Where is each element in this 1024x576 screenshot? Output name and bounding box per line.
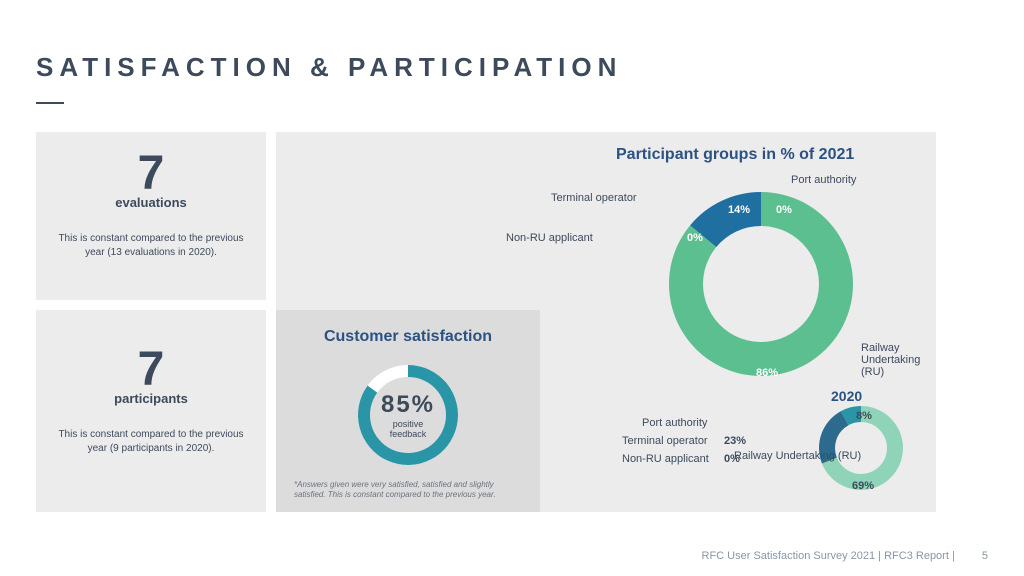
slice-label: Port authority xyxy=(642,417,707,429)
slice-pct: 69% xyxy=(852,480,874,492)
card-satisfaction: Customer satisfaction 85% positive feedb… xyxy=(276,310,540,512)
satisfaction-heading: Customer satisfaction xyxy=(276,310,540,346)
slice-label: Non-RU applicant xyxy=(622,453,709,465)
card-participants: 7 participants This is constant compared… xyxy=(36,310,266,512)
satisfaction-sub: positive feedback xyxy=(381,419,436,439)
participants-label: participants xyxy=(36,391,266,406)
slice-label: Terminal operator xyxy=(622,435,708,447)
card-evaluations: 7 evaluations This is constant compared … xyxy=(36,132,266,300)
satisfaction-footnote: *Answers given were very satisfied, sati… xyxy=(276,470,540,501)
evaluations-value: 7 xyxy=(36,146,266,201)
footer: RFC User Satisfaction Survey 2021 | RFC3… xyxy=(702,550,989,562)
participants-note: This is constant compared to the previou… xyxy=(36,428,266,455)
slice-label: Railway Undertaking (RU) xyxy=(734,450,861,462)
satisfaction-percent: 85% xyxy=(381,391,436,419)
evaluations-note: This is constant compared to the previou… xyxy=(36,232,266,259)
title-underline xyxy=(36,102,64,104)
evaluations-label: evaluations xyxy=(36,195,266,210)
page-title: SATISFACTION & PARTICIPATION xyxy=(36,52,622,83)
satisfaction-donut: 85% positive feedback xyxy=(353,360,463,470)
footer-text: RFC User Satisfaction Survey 2021 | RFC3… xyxy=(702,550,955,562)
slice-pct: 8% xyxy=(856,410,872,422)
participants-value: 7 xyxy=(36,342,266,397)
slice-pct: 23% xyxy=(724,435,746,447)
slice-pct: 0% xyxy=(724,453,740,465)
page-number: 5 xyxy=(982,550,988,562)
